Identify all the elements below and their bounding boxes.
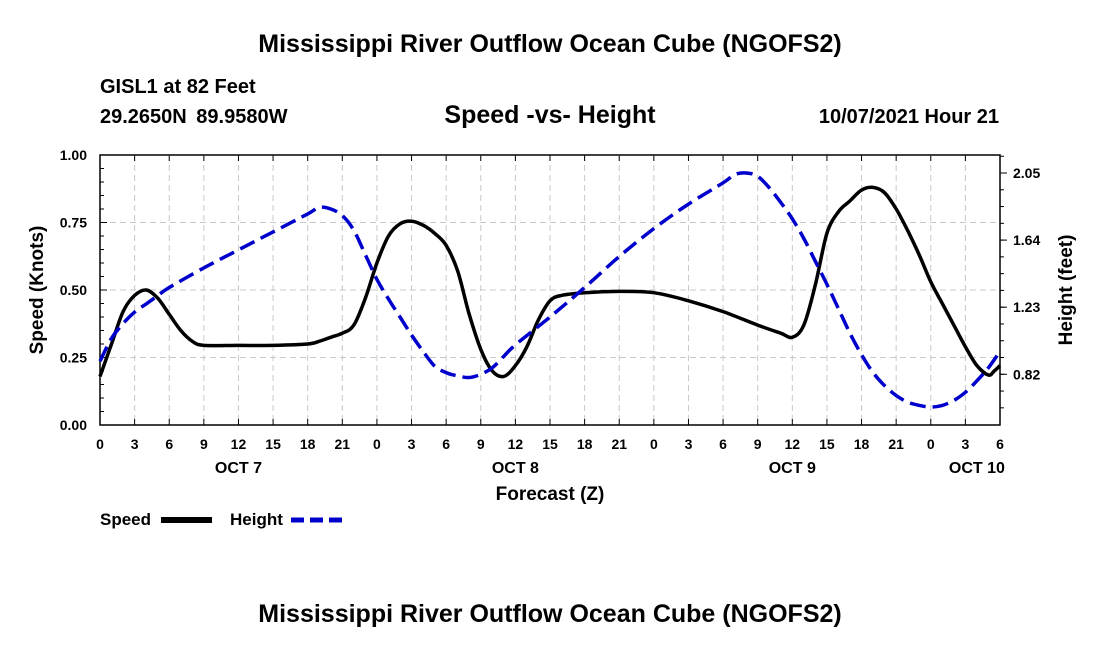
forecast-datetime: 10/07/2021 Hour 21	[818, 106, 999, 128]
series-layer	[98, 171, 1002, 409]
x-tick-label: 9	[754, 436, 762, 452]
footer-title: Mississippi River Outflow Ocean Cube (NG…	[258, 600, 842, 628]
x-tick-label: 21	[611, 436, 627, 452]
station-label: GISL1 at 82 Feet	[100, 76, 256, 98]
x-axis-title: Forecast (Z)	[496, 484, 605, 505]
y-tick-label: 1.00	[60, 147, 87, 163]
x-tick-label: 0	[96, 436, 104, 452]
y-tick-label: 0.50	[60, 282, 87, 298]
x-tick-label: 6	[442, 436, 450, 452]
x-tick-label: 6	[719, 436, 727, 452]
date-label: OCT 9	[769, 460, 816, 477]
date-label: OCT 10	[949, 460, 1005, 477]
y2-axis-title: Height (feet)	[1056, 235, 1077, 346]
y2-tick-label: 0.82	[1013, 366, 1040, 382]
date-label: OCT 8	[492, 460, 539, 477]
y-tick-label: 0.00	[60, 417, 87, 433]
x-tick-label: 21	[335, 436, 351, 452]
x-tick-label: 12	[231, 436, 247, 452]
x-tick-label: 0	[373, 436, 381, 452]
x-tick-label: 18	[300, 436, 316, 452]
x-tick-label: 9	[200, 436, 208, 452]
x-tick-label: 9	[477, 436, 485, 452]
x-tick-label: 18	[854, 436, 870, 452]
legend-speed-label: Speed	[100, 510, 151, 529]
x-tick-label: 0	[927, 436, 935, 452]
series-line-speed	[98, 185, 1002, 379]
axes: 0 3 6 9 12 15 18 21 0 3 6 9 12 15 18 21 0 3 6 9 12 15 18 21 0 3 6 0…	[60, 147, 1041, 477]
x-tick-label: 12	[785, 436, 801, 452]
x-tick-label: 6	[165, 436, 173, 452]
x-tick-label: 21	[888, 436, 904, 452]
legend-height-label: Height	[230, 510, 283, 529]
x-tick-label: 15	[819, 436, 835, 452]
x-tick-label: 15	[542, 436, 558, 452]
x-tick-label: 3	[131, 436, 139, 452]
x-tick-label: 15	[265, 436, 281, 452]
y-tick-label: 0.75	[60, 215, 87, 231]
x-tick-label: 6	[996, 436, 1004, 452]
x-tick-label: 3	[685, 436, 693, 452]
chart-subtitle: Speed -vs- Height	[444, 101, 656, 129]
y2-tick-label: 2.05	[1013, 165, 1040, 181]
y-axis-title: Speed (Knots)	[27, 226, 48, 355]
x-tick-label: 12	[508, 436, 524, 452]
coordinates-label: 29.2650N 89.9580W	[100, 106, 288, 128]
date-label: OCT 7	[215, 460, 262, 477]
legend: Speed Height	[100, 510, 342, 529]
y-tick-label: 0.25	[60, 350, 87, 366]
y2-tick-label: 1.64	[1013, 232, 1040, 248]
grid-lines	[100, 155, 1000, 425]
x-tick-label: 0	[650, 436, 658, 452]
chart-title: Mississippi River Outflow Ocean Cube (NG…	[258, 30, 842, 58]
y2-tick-label: 1.23	[1013, 299, 1040, 315]
x-tick-label: 3	[961, 436, 969, 452]
x-tick-label: 18	[577, 436, 593, 452]
x-tick-label: 3	[408, 436, 416, 452]
